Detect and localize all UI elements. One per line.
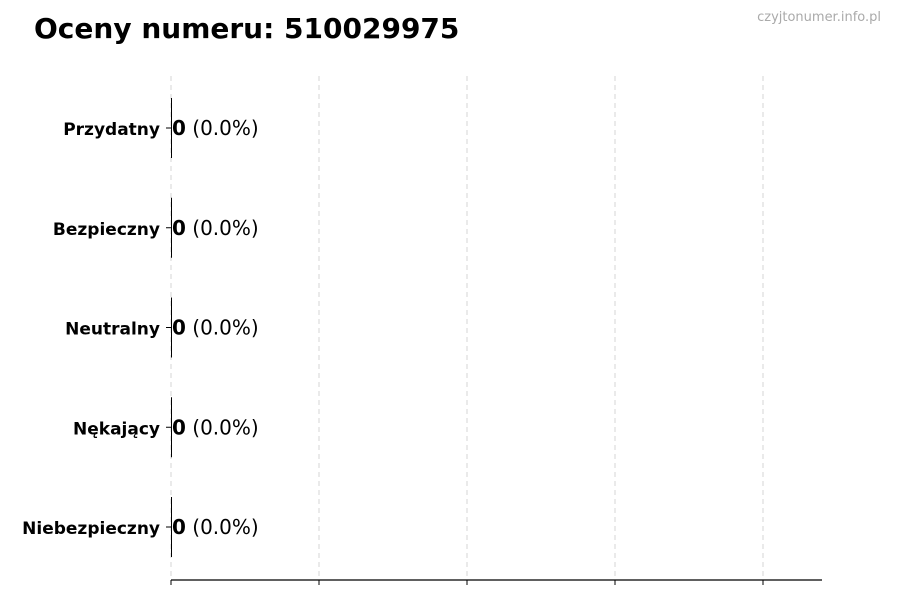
bar — [171, 397, 172, 458]
y-tick-label: Przydatny — [63, 120, 160, 140]
y-tick-label: Bezpieczny — [53, 220, 160, 240]
watermark: czyjtonumer.info.pl — [757, 10, 881, 25]
bar — [171, 197, 172, 258]
chart-title: Oceny numeru: 510029975 — [34, 12, 460, 45]
bar — [171, 297, 172, 358]
bar — [171, 497, 172, 557]
y-tick-label: Neutralny — [65, 320, 160, 340]
data-label: 0 (0.0%) — [172, 515, 259, 539]
data-label: 0 (0.0%) — [172, 216, 259, 240]
bar — [171, 98, 172, 158]
y-tick-label: Niebezpieczny — [22, 519, 160, 539]
data-label: 0 (0.0%) — [172, 415, 259, 439]
data-label: 0 (0.0%) — [172, 116, 259, 140]
y-tick-label: Nękający — [73, 419, 160, 439]
data-label: 0 (0.0%) — [172, 316, 259, 340]
